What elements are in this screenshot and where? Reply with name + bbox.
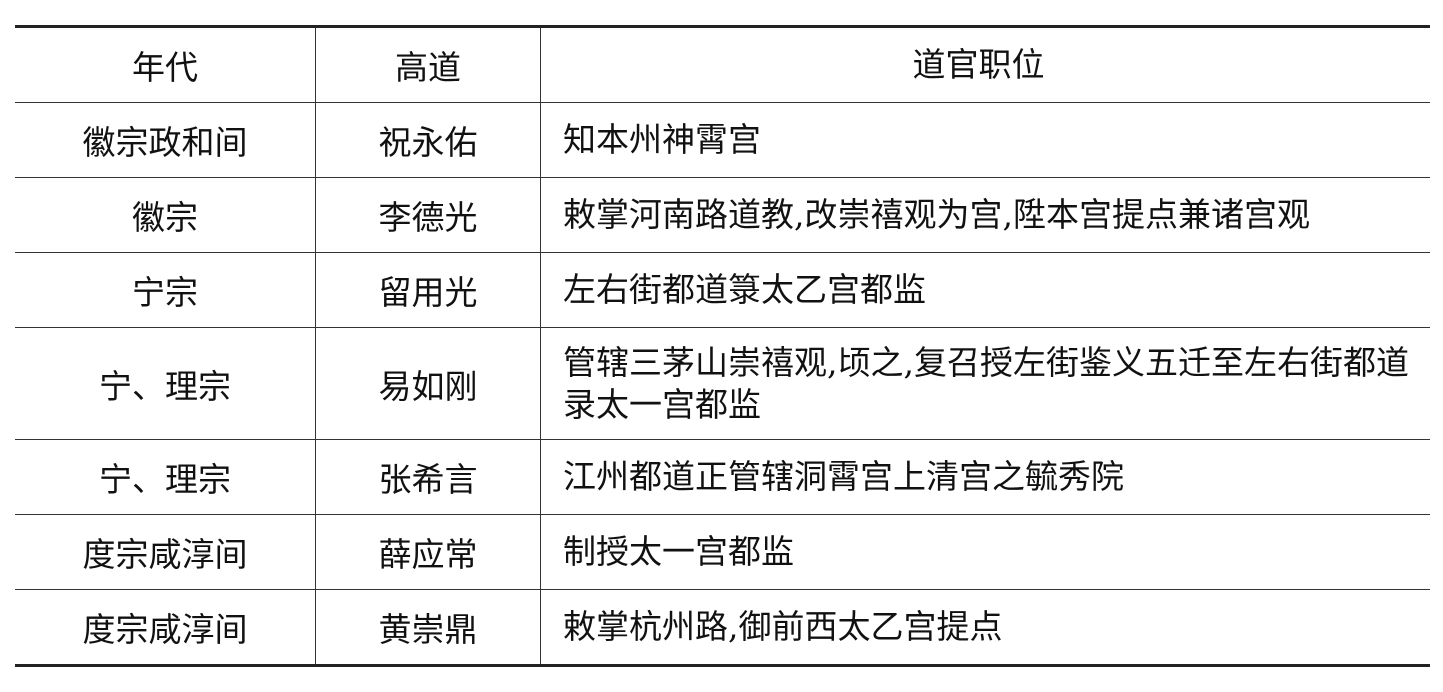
position-cell: 左右街都道箓太乙宫都监 bbox=[540, 252, 1430, 328]
position-cell: 江州都道正管辖洞霄宫上清宫之毓秀院 bbox=[540, 439, 1430, 515]
era-cell: 徽宗 bbox=[15, 177, 316, 253]
table-row: 度宗咸淳间 薛应常 制授太一宫都监 bbox=[15, 514, 1430, 590]
priest-cell: 黄崇鼎 bbox=[315, 589, 541, 666]
position-cell: 敕掌河南路道教,改崇禧观为宫,陞本宫提点兼诸宫观 bbox=[540, 177, 1430, 253]
table-row: 宁宗 留用光 左右街都道箓太乙宫都监 bbox=[15, 252, 1430, 328]
priest-cell: 易如刚 bbox=[315, 327, 541, 440]
table-row: 徽宗 李德光 敕掌河南路道教,改崇禧观为宫,陞本宫提点兼诸宫观 bbox=[15, 177, 1430, 253]
header-row: 年代 高道 道官职位 bbox=[15, 26, 1430, 103]
era-cell: 度宗咸淳间 bbox=[15, 514, 316, 590]
daoist-officials-table: 年代 高道 道官职位 徽宗政和间 祝永佑 知本州神霄宫 徽宗 李德光 敕掌河南路… bbox=[15, 25, 1430, 667]
priest-cell: 祝永佑 bbox=[315, 102, 541, 178]
era-cell: 宁、理宗 bbox=[15, 327, 316, 440]
priest-cell: 留用光 bbox=[315, 252, 541, 328]
priest-cell: 薛应常 bbox=[315, 514, 541, 590]
position-cell: 管辖三茅山崇禧观,顷之,复召授左街鉴义五迁至左右街都道录太一宫都监 bbox=[540, 327, 1430, 440]
table-row: 宁、理宗 张希言 江州都道正管辖洞霄宫上清宫之毓秀院 bbox=[15, 439, 1430, 515]
position-cell: 知本州神霄宫 bbox=[540, 102, 1430, 178]
position-cell: 制授太一宫都监 bbox=[540, 514, 1430, 590]
table-row: 宁、理宗 易如刚 管辖三茅山崇禧观,顷之,复召授左街鉴义五迁至左右街都道录太一宫… bbox=[15, 327, 1430, 440]
header-priest: 高道 bbox=[315, 26, 541, 103]
era-cell: 徽宗政和间 bbox=[15, 102, 316, 178]
table-row: 度宗咸淳间 黄崇鼎 敕掌杭州路,御前西太乙宫提点 bbox=[15, 589, 1430, 666]
header-position: 道官职位 bbox=[540, 26, 1430, 103]
header-era: 年代 bbox=[15, 26, 316, 103]
table-row: 徽宗政和间 祝永佑 知本州神霄宫 bbox=[15, 102, 1430, 178]
era-cell: 度宗咸淳间 bbox=[15, 589, 316, 666]
era-cell: 宁、理宗 bbox=[15, 439, 316, 515]
position-cell: 敕掌杭州路,御前西太乙宫提点 bbox=[540, 589, 1430, 666]
priest-cell: 李德光 bbox=[315, 177, 541, 253]
era-cell: 宁宗 bbox=[15, 252, 316, 328]
priest-cell: 张希言 bbox=[315, 439, 541, 515]
